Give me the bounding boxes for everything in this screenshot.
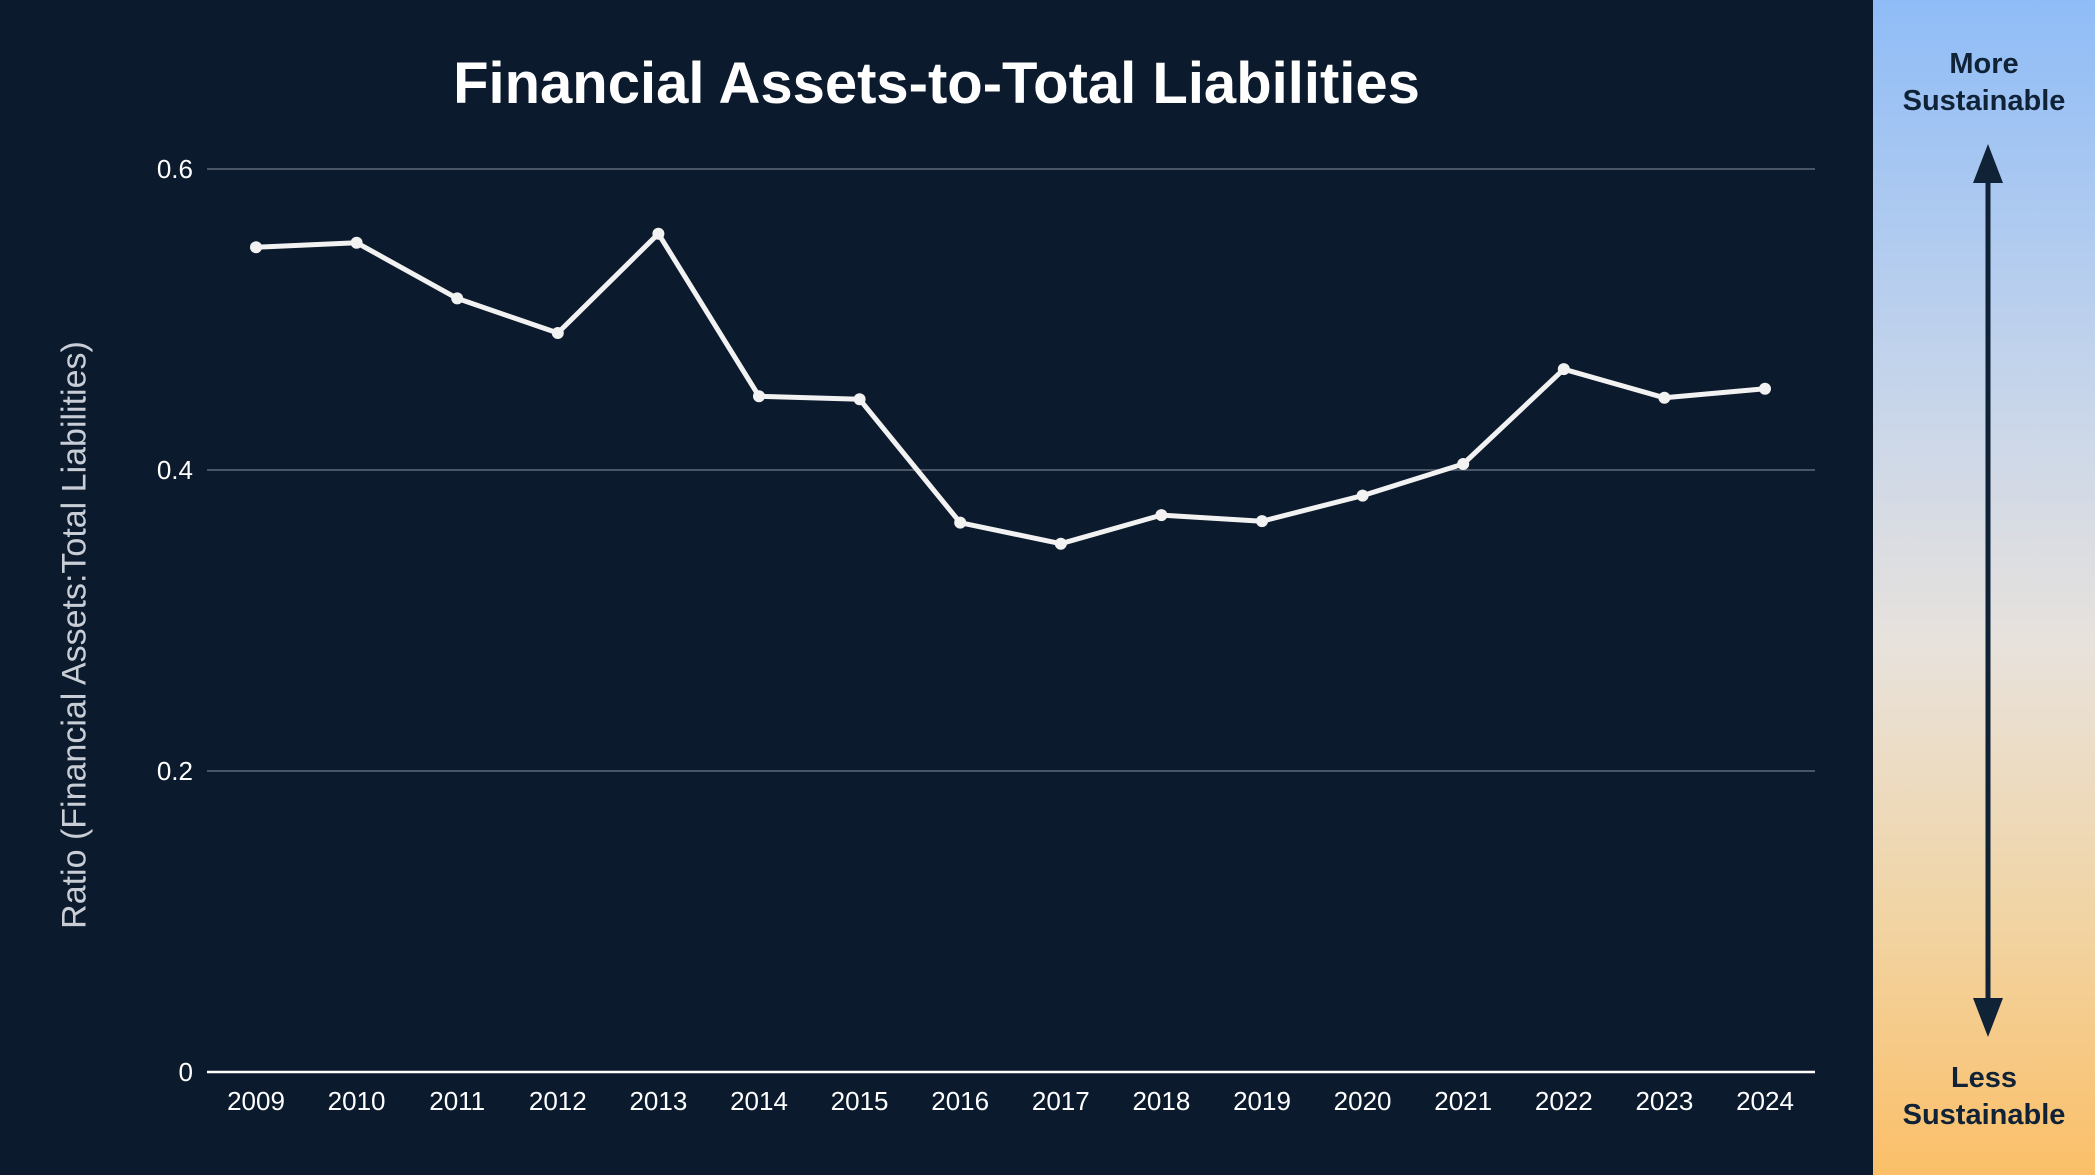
data-point bbox=[551, 327, 564, 340]
chart-title: Financial Assets-to-Total Liabilities bbox=[453, 51, 1420, 116]
x-tick-label: 2018 bbox=[1132, 1086, 1190, 1116]
data-point bbox=[451, 292, 464, 305]
line-chart: 0 0.2 0.4 0.6 2009 2010 2011 2012 2013 2014 2015 20… bbox=[157, 154, 1815, 1116]
arrow-head-up bbox=[1973, 144, 2003, 183]
y-tick-label: 0.2 bbox=[157, 756, 193, 786]
data-point bbox=[1658, 391, 1671, 404]
x-tick-label: 2011 bbox=[429, 1086, 485, 1116]
x-tick-label: 2014 bbox=[730, 1086, 788, 1116]
y-tick-label: 0 bbox=[179, 1057, 193, 1087]
double-arrow-icon bbox=[1973, 144, 2003, 1037]
data-point bbox=[954, 516, 967, 529]
data-point bbox=[1557, 363, 1570, 376]
data-point bbox=[753, 390, 765, 403]
x-tick-label: 2019 bbox=[1233, 1086, 1291, 1116]
data-point bbox=[1759, 382, 1771, 395]
y-axis-label: Ratio (Financial Assets:Total Liabilitie… bbox=[55, 341, 94, 929]
data-point bbox=[1054, 537, 1067, 550]
data-point bbox=[350, 236, 363, 249]
less-sustainable-label: Less Sustainable bbox=[1902, 1062, 2066, 1131]
x-tick-label: 2012 bbox=[529, 1086, 587, 1116]
series-line bbox=[253, 231, 1768, 547]
x-tick-label: 2021 bbox=[1434, 1086, 1492, 1116]
data-point bbox=[652, 227, 665, 240]
x-tick-label: 2013 bbox=[629, 1086, 687, 1116]
x-tick-label: 2023 bbox=[1635, 1086, 1693, 1116]
y-tick-label: 0.4 bbox=[157, 455, 193, 485]
x-tick-label: 2020 bbox=[1334, 1086, 1392, 1116]
data-point bbox=[1256, 515, 1268, 528]
x-tick-label: 2017 bbox=[1032, 1086, 1090, 1116]
data-point bbox=[853, 393, 866, 406]
chart-area: 0 0.2 0.4 0.6 2009 2010 2011 2012 2013 2014 2015 20… bbox=[55, 51, 1815, 1116]
more-sustainable-label: More Sustainable bbox=[1902, 48, 2066, 117]
data-point bbox=[250, 241, 262, 254]
x-tick-label: 2009 bbox=[227, 1086, 285, 1116]
data-point bbox=[1356, 489, 1369, 502]
arrow-head-down bbox=[1973, 998, 2003, 1037]
y-tick-label: 0.6 bbox=[157, 154, 193, 184]
data-point bbox=[1457, 457, 1470, 470]
x-tick-label: 2015 bbox=[831, 1086, 889, 1116]
x-tick-label: 2022 bbox=[1535, 1086, 1593, 1116]
x-tick-label: 2024 bbox=[1736, 1086, 1794, 1116]
data-point bbox=[1155, 509, 1168, 522]
sustainability-scale-panel: More Sustainable Less Sustainable bbox=[1873, 0, 2095, 1175]
x-tick-label: 2016 bbox=[931, 1086, 989, 1116]
x-tick-label: 2010 bbox=[328, 1086, 386, 1116]
